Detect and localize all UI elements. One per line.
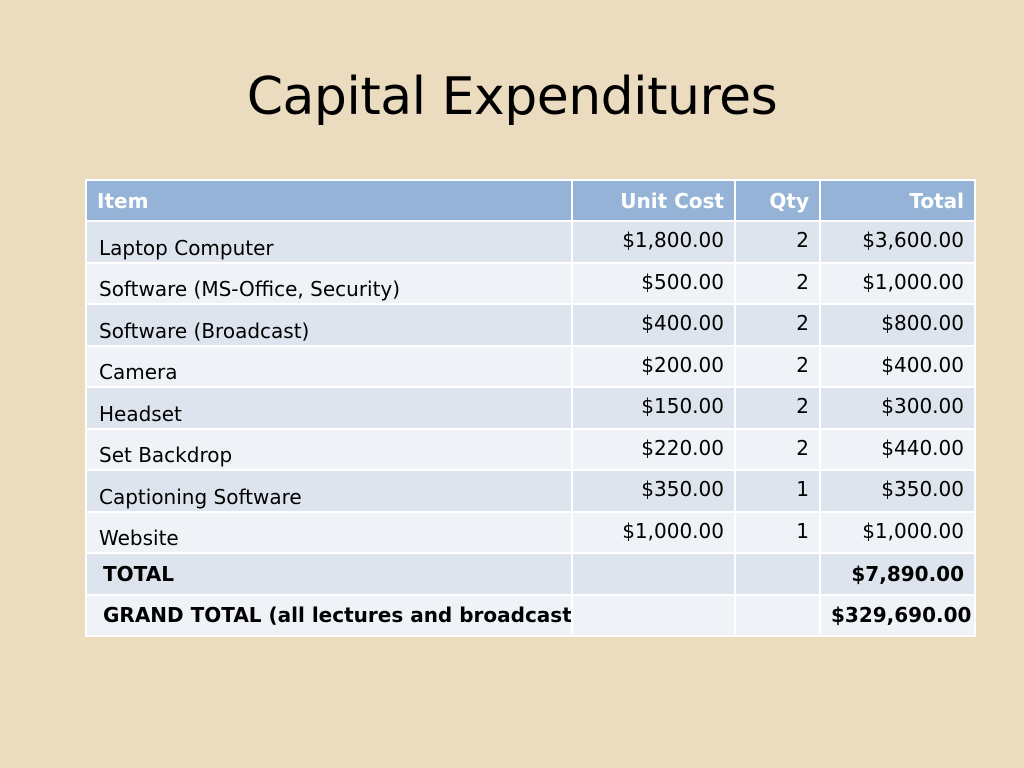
total-value: $7,890.00: [819, 552, 976, 596]
total-row: TOTAL $7,890.00: [85, 552, 976, 596]
column-header-item: Item: [85, 179, 573, 222]
cell-unit-cost: $200.00: [571, 344, 736, 388]
cell-item: Website: [85, 510, 573, 554]
table-row: Camera $200.00 2 $400.00: [85, 344, 976, 388]
capital-expenditures-table: Item Unit Cost Qty Total Laptop Computer…: [85, 179, 976, 637]
grand-total-value: $329,690.00: [819, 593, 976, 637]
total-qty-cell: [734, 552, 821, 596]
cell-item: Captioning Software: [85, 469, 573, 513]
total-unit-cost-cell: [571, 552, 736, 596]
cell-qty: 2: [734, 261, 821, 305]
table-header-row: Item Unit Cost Qty Total: [85, 179, 976, 222]
table-row: Software (MS-Office, Security) $500.00 2…: [85, 261, 976, 305]
grand-total-label: GRAND TOTAL (all lectures and broadcasts…: [85, 593, 573, 637]
cell-qty: 2: [734, 386, 821, 430]
table-row: Software (Broadcast) $400.00 2 $800.00: [85, 303, 976, 347]
cell-unit-cost: $150.00: [571, 386, 736, 430]
grand-total-unit-cost-cell: [571, 593, 736, 637]
cell-unit-cost: $350.00: [571, 469, 736, 513]
cell-total: $300.00: [819, 386, 976, 430]
cell-qty: 1: [734, 510, 821, 554]
cell-item: Laptop Computer: [85, 220, 573, 264]
cell-qty: 2: [734, 303, 821, 347]
cell-unit-cost: $220.00: [571, 427, 736, 471]
cell-item: Camera: [85, 344, 573, 388]
cell-total: $800.00: [819, 303, 976, 347]
cell-item: Software (Broadcast): [85, 303, 573, 347]
cell-item: Headset: [85, 386, 573, 430]
column-header-total: Total: [819, 179, 976, 222]
slide-title: Capital Expenditures: [246, 67, 778, 127]
cell-qty: 2: [734, 427, 821, 471]
cell-total: $1,000.00: [819, 510, 976, 554]
cell-total: $3,600.00: [819, 220, 976, 264]
cell-total: $440.00: [819, 427, 976, 471]
cell-unit-cost: $500.00: [571, 261, 736, 305]
cell-unit-cost: $1,000.00: [571, 510, 736, 554]
cell-total: $400.00: [819, 344, 976, 388]
table-row: Set Backdrop $220.00 2 $440.00: [85, 427, 976, 471]
grand-total-row: GRAND TOTAL (all lectures and broadcasts…: [85, 593, 976, 637]
cell-item: Software (MS-Office, Security): [85, 261, 573, 305]
table-row: Laptop Computer $1,800.00 2 $3,600.00: [85, 220, 976, 264]
column-header-unit-cost: Unit Cost: [571, 179, 736, 222]
cell-unit-cost: $400.00: [571, 303, 736, 347]
cell-qty: 2: [734, 344, 821, 388]
total-label: TOTAL: [85, 552, 573, 596]
cell-qty: 1: [734, 469, 821, 513]
cell-qty: 2: [734, 220, 821, 264]
cell-item: Set Backdrop: [85, 427, 573, 471]
cell-total: $350.00: [819, 469, 976, 513]
table-row: Captioning Software $350.00 1 $350.00: [85, 469, 976, 513]
column-header-qty: Qty: [734, 179, 821, 222]
table-row: Headset $150.00 2 $300.00: [85, 386, 976, 430]
cell-unit-cost: $1,800.00: [571, 220, 736, 264]
cell-total: $1,000.00: [819, 261, 976, 305]
grand-total-qty-cell: [734, 593, 821, 637]
table-row: Website $1,000.00 1 $1,000.00: [85, 510, 976, 554]
